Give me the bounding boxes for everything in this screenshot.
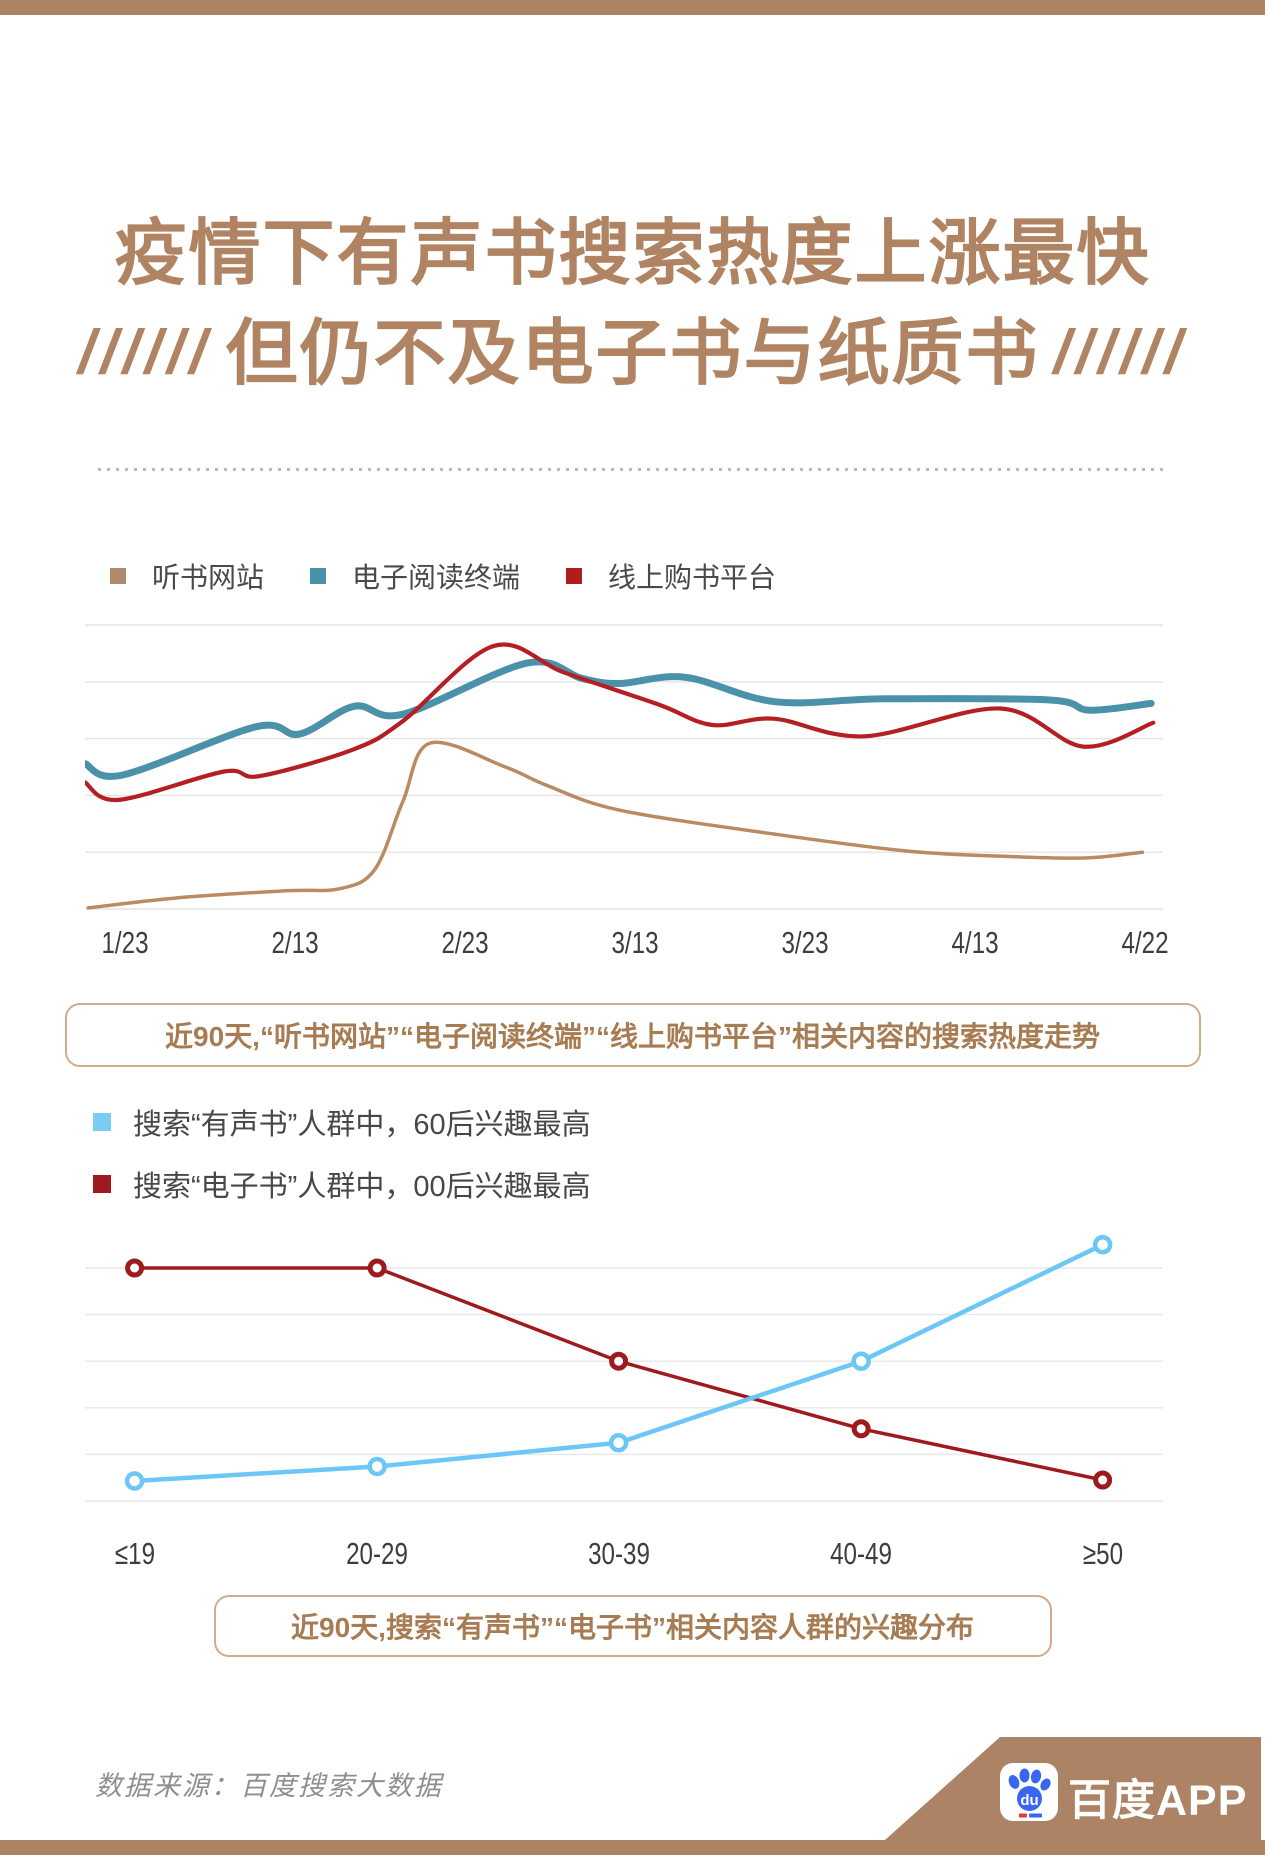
legend-swatch-bookstore [566,568,583,584]
legend-swatch-audiobook [93,1113,111,1131]
data-source-note: 数据来源：百度搜索大数据 [95,1764,443,1803]
chart2-legend: 搜索“有声书”人群中，60后兴趣最高 搜索“电子书”人群中，00后兴趣最高 [93,1102,591,1226]
x-axis-label: 30-39 [588,1536,650,1571]
x-axis-label: 40-49 [830,1536,892,1571]
legend-item-ebook: 搜索“电子书”人群中，00后兴趣最高 [93,1164,591,1204]
chart1-legend: 听书网站 电子阅读终端 线上购书平台 [110,556,822,596]
x-axis-label: 2/23 [441,925,489,960]
chart1-x-axis-labels: 1/23 2/13 2/23 3/13 3/23 4/13 4/22 [50,925,1220,961]
x-axis-label: ≥50 [1082,1536,1124,1571]
slash-decoration-left: ////// [78,318,212,387]
legend-swatch-ebook [93,1175,111,1193]
x-axis-label: 3/23 [781,925,829,960]
x-axis-label: 3/13 [611,925,659,960]
page-title-line-2: //////但仍不及电子书与纸质书////// [0,306,1265,406]
data-source-text: 数据来源：百度搜索大数据 [95,1771,443,1801]
legend-item-audiobook: 搜索“有声书”人群中，60后兴趣最高 [93,1102,591,1142]
legend-swatch-ereader [310,568,327,584]
legend-label-bookstore: 线上购书平台 [608,562,777,593]
legend-swatch-listen-sites [110,568,126,584]
chart2-caption-box: 近90天,搜索“有声书”“电子书”相关内容人群的兴趣分布 [213,1595,1052,1657]
legend-item-listen-sites: 听书网站 [110,556,264,596]
icon-du-text: du [1020,1792,1038,1809]
chart1-caption-box: 近90天,“听书网站”“电子阅读终端”“线上购书平台”相关内容的搜索热度走势 [64,1003,1201,1067]
slash-decoration-right: ////// [1053,318,1187,387]
legend-label-ebook: 搜索“电子书”人群中，00后兴趣最高 [133,1171,591,1203]
title-text-1: 疫情下有声书搜索热度上涨最快 [114,214,1151,294]
baidu-app-name: 百度APP [1068,1777,1248,1825]
age-interest-line-chart [85,1235,1163,1502]
search-trend-line-chart [85,624,1163,910]
x-axis-label: 4/22 [1121,925,1169,960]
x-axis-label: ≤19 [114,1536,156,1571]
dotted-divider [98,468,1164,471]
legend-label-audiobook: 搜索“有声书”人群中，60后兴趣最高 [133,1109,591,1141]
chart1-caption-text: 近90天,“听书网站”“电子阅读终端”“线上购书平台”相关内容的搜索热度走势 [165,1021,1100,1052]
x-axis-label: 2/13 [271,925,319,960]
legend-item-bookstore: 线上购书平台 [566,556,776,596]
chart2-x-axis-labels: ≤19 20-29 30-39 40-49 ≥50 [60,1536,1178,1572]
x-axis-label: 1/23 [101,925,149,960]
x-axis-label: 4/13 [951,925,999,960]
title-text-2: 但仍不及电子书与纸质书 [225,314,1040,394]
baidu-paw-icon: du [1008,1768,1051,1818]
baidu-app-icon: du [1000,1763,1058,1821]
page-title-line-1: 疫情下有声书搜索热度上涨最快 [0,206,1265,302]
footer-logo-banner: du 百度APP [885,1737,1261,1840]
x-axis-label: 20-29 [346,1536,408,1571]
bottom-accent-bar [0,1840,1265,1855]
top-accent-bar [0,0,1265,15]
legend-label-listen-sites: 听书网站 [152,562,265,593]
legend-item-ereader: 电子阅读终端 [310,556,520,596]
chart2-caption-text: 近90天,搜索“有声书”“电子书”相关内容人群的兴趣分布 [291,1612,974,1643]
legend-label-ereader: 电子阅读终端 [352,562,521,593]
